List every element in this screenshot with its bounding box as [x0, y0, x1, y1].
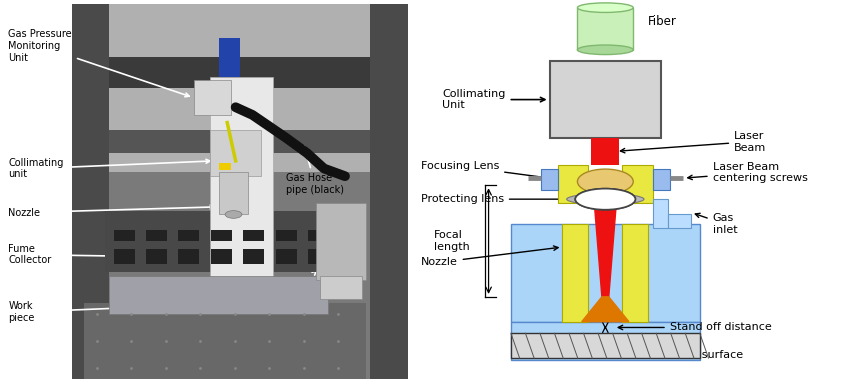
Bar: [71, 57, 408, 88]
Text: Clamps: Clamps: [286, 271, 322, 286]
Bar: [592, 138, 620, 165]
Text: Laser
Beam: Laser Beam: [620, 131, 767, 153]
Ellipse shape: [577, 45, 633, 55]
Bar: [218, 163, 231, 170]
Bar: [218, 38, 240, 77]
Polygon shape: [595, 207, 616, 297]
Bar: [308, 249, 329, 264]
Bar: [511, 224, 700, 322]
Text: Gas
inlet: Gas inlet: [695, 213, 737, 235]
Bar: [211, 249, 232, 264]
Bar: [653, 169, 670, 190]
Text: Collimating
Unit: Collimating Unit: [442, 89, 545, 110]
Bar: [549, 61, 661, 138]
Text: Nozzle: Nozzle: [421, 246, 558, 267]
Bar: [114, 230, 134, 241]
Bar: [577, 8, 633, 50]
Text: Nozzle: Nozzle: [8, 205, 214, 218]
Bar: [243, 249, 264, 264]
Text: Stand off distance: Stand off distance: [618, 322, 772, 332]
Bar: [84, 303, 366, 379]
Bar: [210, 130, 261, 176]
Text: Focal
length: Focal length: [434, 230, 469, 252]
Bar: [71, 4, 408, 172]
Bar: [105, 211, 358, 272]
Bar: [511, 322, 700, 360]
Ellipse shape: [225, 211, 242, 218]
Bar: [308, 230, 329, 241]
Bar: [210, 77, 274, 287]
Bar: [371, 4, 408, 379]
Bar: [114, 249, 134, 264]
Bar: [218, 172, 248, 214]
Bar: [622, 224, 649, 322]
Polygon shape: [593, 185, 617, 197]
Bar: [178, 230, 200, 241]
Bar: [71, 130, 408, 153]
Ellipse shape: [575, 188, 635, 210]
Text: Work surface: Work surface: [661, 345, 743, 360]
Text: Collimating
unit: Collimating unit: [8, 158, 210, 179]
Bar: [320, 276, 362, 299]
Bar: [558, 165, 588, 203]
Text: Gas Hose
pipe (black): Gas Hose pipe (black): [286, 146, 344, 195]
Text: Fume
Collector: Fume Collector: [8, 244, 147, 265]
Bar: [178, 249, 200, 264]
Text: Laser Beam
centering screws: Laser Beam centering screws: [688, 162, 808, 183]
Text: Protecting lens: Protecting lens: [421, 194, 567, 204]
Bar: [146, 249, 167, 264]
Bar: [653, 199, 667, 228]
Bar: [110, 276, 328, 314]
Ellipse shape: [567, 194, 644, 205]
Bar: [667, 214, 691, 228]
Polygon shape: [581, 297, 629, 322]
Bar: [563, 224, 588, 322]
Bar: [541, 169, 558, 190]
Bar: [275, 230, 297, 241]
Bar: [71, 4, 408, 379]
Bar: [211, 230, 232, 241]
Ellipse shape: [575, 188, 635, 210]
Ellipse shape: [577, 169, 633, 194]
Bar: [622, 165, 653, 203]
Text: Gas Pressure
Monitoring
Unit: Gas Pressure Monitoring Unit: [8, 29, 190, 97]
Bar: [511, 333, 700, 358]
Bar: [315, 203, 366, 280]
Bar: [243, 230, 264, 241]
Bar: [146, 230, 167, 241]
Bar: [275, 249, 297, 264]
Text: Work
piece: Work piece: [8, 301, 156, 323]
Bar: [71, 4, 110, 379]
Bar: [194, 80, 231, 115]
Text: Fiber: Fiber: [649, 15, 677, 28]
Text: Focusing Lens: Focusing Lens: [421, 161, 571, 183]
Ellipse shape: [577, 3, 633, 13]
